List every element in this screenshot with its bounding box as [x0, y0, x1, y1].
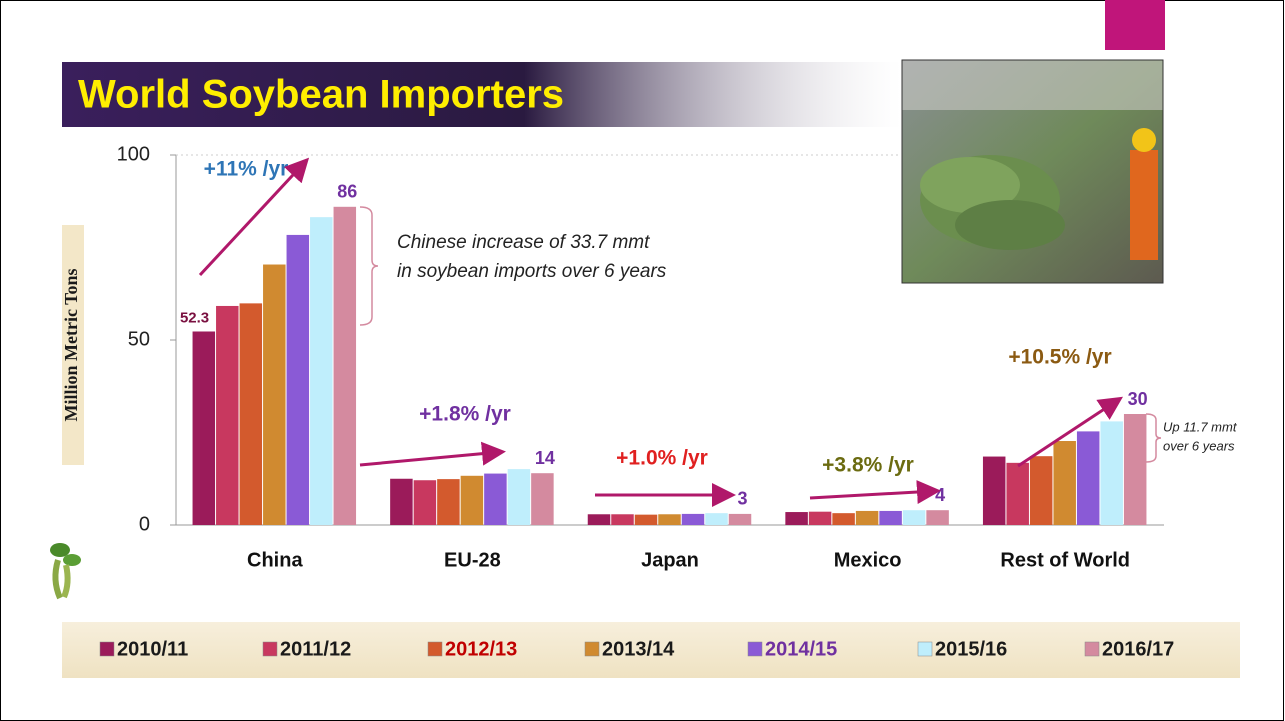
x-tick-label: Mexico: [834, 549, 902, 571]
bar: [286, 234, 310, 526]
accent-block: [1105, 0, 1165, 50]
bar: [1006, 462, 1029, 525]
bar: [587, 514, 611, 525]
bracket: [359, 206, 379, 326]
legend-swatch: [99, 641, 115, 657]
growth-label: +10.5% /yr: [1008, 346, 1111, 369]
bar: [192, 331, 216, 525]
chart-title: World Soybean Importers: [78, 73, 564, 117]
bar: [681, 513, 705, 525]
bar: [531, 473, 554, 525]
bar: [413, 480, 437, 525]
data-label: 3: [737, 489, 747, 509]
bar: [658, 514, 681, 525]
bar: [1123, 414, 1147, 525]
bar: [728, 513, 752, 525]
title-mask: [62, 127, 302, 202]
bar: [705, 513, 728, 525]
bar: [216, 305, 239, 525]
growth-arrow: [809, 480, 941, 504]
bar: [1100, 421, 1123, 525]
bar: [808, 511, 832, 525]
bar: [982, 456, 1006, 525]
x-tick-label: Japan: [641, 549, 699, 571]
legend-label: 2011/12: [280, 638, 351, 660]
bar: [926, 510, 949, 525]
bar: [333, 206, 357, 526]
title-banner: [62, 62, 902, 127]
y-label-bg: [62, 225, 84, 465]
bar: [832, 513, 855, 525]
legend-swatch: [427, 641, 443, 657]
legend-label: 2013/14: [602, 638, 675, 660]
legend-swatch: [917, 641, 933, 657]
growth-arrow: [198, 157, 310, 277]
x-tick-label: EU-28: [444, 549, 501, 571]
bar: [239, 303, 263, 525]
bar: [879, 510, 902, 525]
growth-label: +3.8% /yr: [822, 454, 914, 477]
bar: [484, 473, 507, 525]
growth-arrow: [359, 441, 506, 467]
legend-label: 2014/15: [765, 638, 837, 660]
data-label: 14: [535, 448, 555, 468]
legend-swatch: [584, 641, 600, 657]
bar: [460, 475, 484, 525]
data-label: 30: [1128, 389, 1148, 409]
legend-label: 2010/11: [117, 638, 188, 660]
growth-label: +1.0% /yr: [616, 447, 708, 470]
growth-arrow: [1017, 396, 1124, 468]
y-tick-label: 100: [117, 143, 150, 165]
bar: [310, 217, 333, 525]
bar: [902, 510, 926, 525]
note: in soybean imports over 6 years: [397, 261, 667, 282]
bar: [263, 264, 286, 525]
legend-label: 2016/17: [1102, 638, 1174, 660]
legend-label: 2012/13: [445, 638, 517, 660]
data-label: 4: [935, 485, 945, 505]
legend-label: 2015/16: [935, 638, 1007, 660]
y-axis-label: Million Metric Tons: [61, 269, 81, 422]
legend-swatch: [1084, 641, 1100, 657]
note: Up 11.7 mmt: [1163, 419, 1238, 434]
bar: [390, 478, 413, 525]
legend-box: [62, 622, 1240, 678]
bar: [634, 514, 658, 525]
legend-swatch: [747, 641, 763, 657]
note: Chinese increase of 33.7 mmt: [397, 232, 650, 253]
growth-label: +11% /yr: [204, 158, 289, 181]
bar: [437, 479, 460, 525]
photo: [901, 59, 1164, 284]
bar: [611, 514, 634, 525]
bar: [785, 512, 808, 525]
x-tick-label: China: [247, 549, 303, 571]
data-label: 52.3: [180, 309, 209, 326]
bar: [1029, 456, 1053, 525]
legend-swatch: [262, 641, 278, 657]
y-tick-label: 0: [139, 513, 150, 535]
bar: [507, 469, 531, 525]
data-label: 86: [337, 182, 357, 202]
growth-label: +1.8% /yr: [419, 403, 511, 426]
note: over 6 years: [1163, 438, 1235, 453]
bar: [855, 510, 879, 525]
x-tick-label: Rest of World: [1000, 549, 1130, 571]
bar: [1076, 431, 1100, 525]
bracket: [1145, 413, 1162, 463]
y-tick-label: 50: [128, 328, 150, 350]
soy-icon: [50, 543, 81, 600]
bar: [1053, 441, 1076, 525]
